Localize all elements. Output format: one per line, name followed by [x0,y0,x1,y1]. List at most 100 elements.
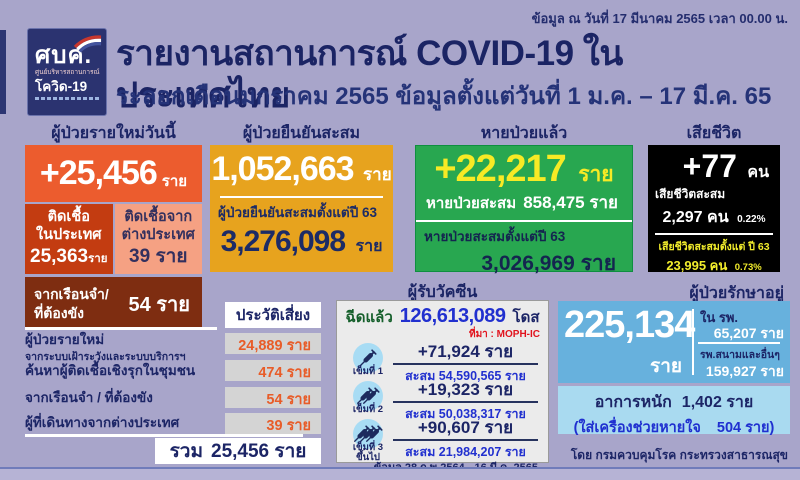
recovered-cum-label: หายป่วยสะสม [426,195,517,212]
dose1-label: เข็มที่ 1 [352,366,384,377]
syringe-icon [353,419,383,449]
risk-total-box: รวม 25,456 ราย [155,438,321,464]
risk-row-label: ผู้ป่วยรายใหม่ [25,332,105,347]
thai-flag-ribbon-icon [73,35,102,53]
dose2-new-value: +19,323 ราย [393,380,538,403]
syringe-icon [353,381,383,411]
risk-row-value: 39 ราย [225,413,321,434]
ventilator-label: (ใส่เครื่องช่วยหายใจ [573,420,701,436]
domestic-infection-box: ติดเชื้อ ในประเทศ 25,363ราย [25,204,113,274]
risk-divider-bottom [25,434,303,437]
cumulative-value: 1,052,663 [211,150,354,188]
logo-covid-name: โควิด-19 [35,78,88,94]
recovered-card: +22,217 ราย หายป่วยสะสม 858,475 ราย หายป… [415,145,633,275]
domestic-label-2: ในประเทศ [36,227,102,244]
in-hospital-value: 65,207 ราย [713,325,784,341]
vaccine-card: ฉีดแล้ว 126,613,089 โดส ที่มา : MOPH-IC … [336,300,549,474]
dose3-cum-value: สะสม 21,984,207 ราย [405,444,526,459]
recovered-value: +22,217 [434,148,566,190]
deaths-card: +77 คน เสียชีวิตสะสม 2,297 คน 0.22% เสีย… [648,145,780,273]
severe-label: อาการหนัก [594,394,672,411]
injected-unit: โดส [512,309,540,326]
deaths-since63-value: 23,995 คน [666,258,728,273]
divider [220,196,383,198]
risk-row-label: จากเรือนจำ / ที่ต้องขัง [25,390,153,405]
deaths-unit: คน [747,164,769,181]
dose3-row: เข็มที่ 3 ขึ้นไป +90,607 ราย สะสม 21,984… [345,418,540,462]
risk-row-value: 54 ราย [225,387,321,408]
cumulative-card: 1,052,663 ราย ผู้ป่วยยืนยันสะสมตั้งแต่ปี… [210,145,393,272]
risk-row-value: 24,889 ราย [225,333,321,354]
domestic-label-1: ติดเชื้อ [47,209,90,225]
logo-org-name: ศูนย์บริหารสถานการณ์ [35,69,100,76]
page-subtitle: ระลอกเดือนมกราคม 2565 ข้อมูลตั้งแต่วันที… [116,83,772,110]
cumulative-since63-label: ผู้ป่วยยืนยันสะสมตั้งแต่ปี 63 [218,205,378,220]
imported-value: 39 ราย [129,246,188,268]
severe-cases-box: อาการหนัก 1,402 ราย (ใส่เครื่องช่วยหายใจ… [558,386,790,436]
risk-divider-top [25,327,217,330]
page-title: รายงานสถานการณ์ COVID-19 ในประเทศไทย [116,34,623,115]
cumulative-since63-unit: ราย [355,238,383,255]
new-cases-card-title: ผู้ป่วยรายใหม่วันนี้ [51,125,176,142]
prison-value: 54 ราย [128,293,191,316]
cumulative-card-title: ผู้ป่วยยืนยันสะสม [242,125,361,142]
header-accent-strip [0,30,6,114]
recovered-since63-label: หายป่วยสะสมตั้งแต่ปี 63 [424,229,566,244]
logo-tagline [35,97,99,100]
cumulative-since63-value: 3,276,098 [220,225,346,258]
prison-label: จากเรือนจำ/ ที่ต้องขัง [34,286,109,321]
domestic-value: 25,363ราย [30,246,108,268]
deaths-cum-value: 2,297 คน [662,209,729,226]
treating-value: 225,134 [564,304,695,346]
dose3-new-value: +90,607 ราย [393,418,538,441]
imported-label-1: ติดเชื้อจาก [124,209,193,225]
in-hospital-label: ใน รพ. [700,310,739,325]
vaccine-header: ผู้รับวัคซีน [407,284,478,301]
imported-label-2: ต่างประเทศ [121,227,195,244]
dose2-row: เข็มที่ 2 +19,323 ราย สะสม 50,038,317 รา… [345,380,540,421]
treating-header: ผู้ป่วยรักษาอยู่ [689,285,784,302]
new-cases-value: +25,456 [39,154,158,192]
divider [692,309,694,375]
credit-line: โดย กรมควบคุมโรค กระทรวงสาธารณสุข [570,448,788,462]
deaths-since63-label: เสียชีวิตสะสมตั้งแต่ ปี 63 [658,241,770,253]
severe-value: 1,402 ราย [681,394,754,411]
divider [655,233,773,235]
recovered-cum-value: 858,475 ราย [523,193,618,212]
treating-card: 225,134 ราย ใน รพ. 65,207 ราย รพ.สนามและ… [558,301,790,383]
bottom-band [0,467,800,480]
vaccine-source: ที่มา : MOPH-IC [468,329,540,340]
risk-row-value: 474 ราย [225,360,321,381]
new-cases-main-box: +25,456 ราย [25,145,202,202]
imported-infection-box: ติดเชื้อจาก ต่างประเทศ 39 ราย [114,204,202,274]
injected-label: ฉีดแล้ว [345,309,393,326]
deaths-value: +77 [682,148,737,184]
deaths-since63-pct: 0.73% [734,262,762,273]
recovered-card-title: หายป่วยแล้ว [480,125,568,142]
injected-value: 126,613,089 [399,305,506,327]
field-hospital-label: รพ.สนามและอื่นๆ [700,349,780,361]
dose1-new-value: +71,924 ราย [393,342,538,365]
dose1-row: เข็มที่ 1 +71,924 ราย สะสม 54,590,565 รา… [345,342,540,383]
risk-row-label: ผู้ที่เดินทางจากต่างประเทศ [25,415,180,430]
treating-unit: ราย [649,356,682,377]
deaths-card-title: เสียชีวิต [686,125,742,142]
deaths-cum-pct: 0.22% [737,214,766,225]
data-as-of-date: ข้อมูล ณ วันที่ 17 มีนาคม 2565 เวลา 00.0… [531,11,788,26]
ccsa-logo: ศบค. ศูนย์บริหารสถานการณ์ โควิด-19 [27,28,107,116]
risk-row-label: ค้นหาผู้ติดเชื้อเชิงรุกในชุมชน [25,363,196,378]
dose3-label: เข็มที่ 3 ขึ้นไป [352,442,384,463]
field-hospital-value: 159,927 ราย [705,363,784,379]
dose1-cum-value: สะสม 54,590,565 ราย [405,368,526,383]
dose2-label: เข็มที่ 2 [352,404,384,415]
divider [698,342,780,344]
recovered-since63-value: 3,026,969 ราย [481,252,616,275]
ventilator-value: 504 ราย) [716,420,775,436]
cumulative-unit: ราย [363,165,392,184]
risk-history-header: ประวัติเสี่ยง [225,302,321,328]
divider [416,220,632,222]
new-cases-unit: ราย [161,172,188,190]
recovered-unit: ราย [578,163,614,186]
dose2-cum-value: สะสม 50,038,317 ราย [405,406,526,421]
